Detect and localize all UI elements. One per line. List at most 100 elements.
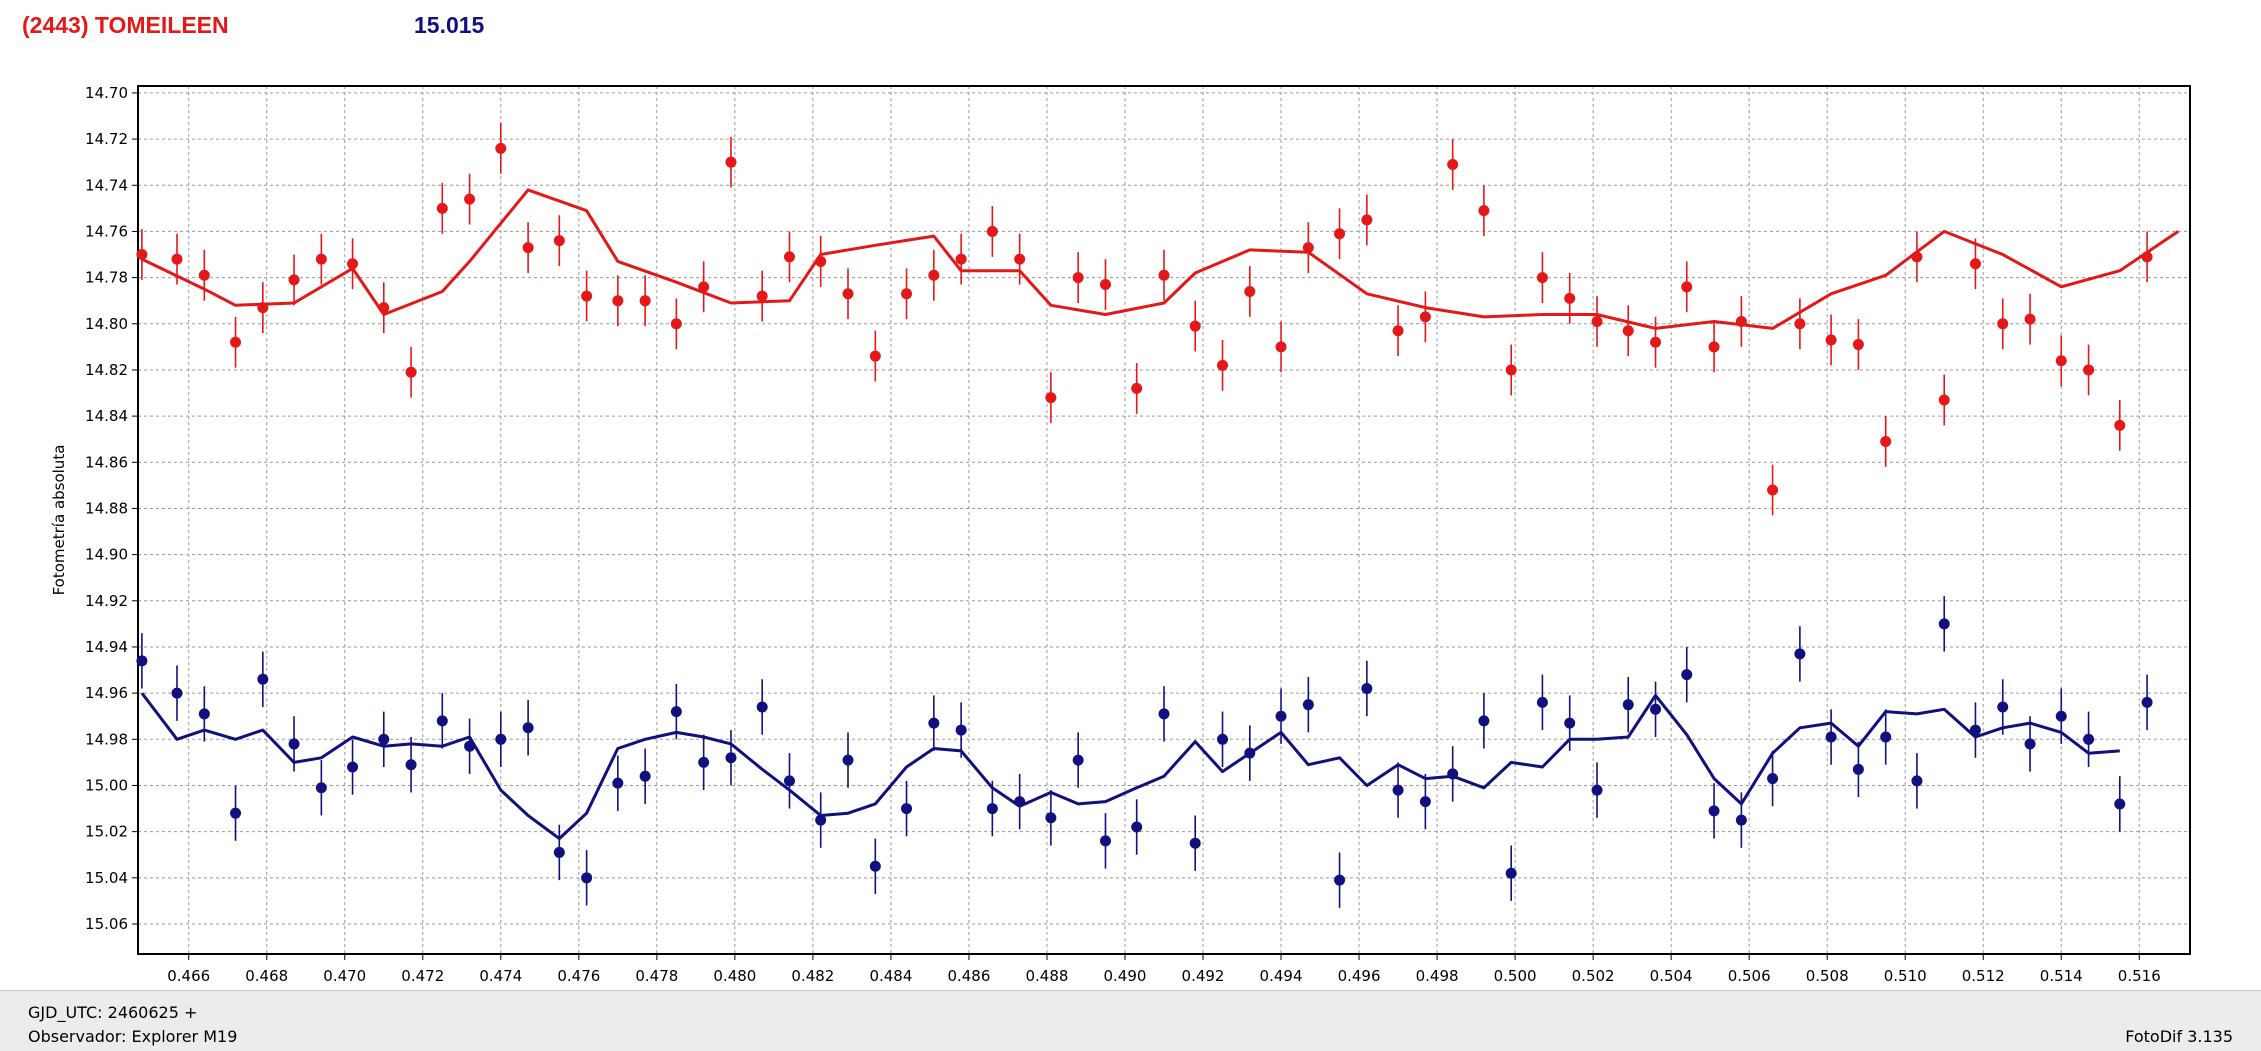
software-label: FotoDif 3.135	[2125, 1027, 2233, 1046]
data-point	[1938, 394, 1950, 406]
data-point	[1735, 814, 1747, 826]
data-point	[1244, 285, 1256, 297]
data-point	[1099, 279, 1111, 291]
data-point	[901, 288, 913, 300]
data-point	[315, 253, 327, 265]
data-point	[1852, 339, 1864, 351]
data-point	[581, 872, 593, 884]
data-point	[1591, 784, 1603, 796]
data-point	[315, 782, 327, 794]
data-point	[522, 242, 534, 254]
y-tick-label: 14.84	[85, 407, 128, 425]
x-tick-label: 0.474	[479, 967, 522, 985]
y-tick-label: 14.88	[85, 499, 128, 517]
data-point	[756, 701, 768, 713]
data-point	[1794, 318, 1806, 330]
series-layer	[136, 122, 2180, 908]
data-point	[815, 814, 827, 826]
status-footer: GJD_UTC: 2460625 + Observador: Explorer …	[0, 990, 2261, 1051]
x-tick-label: 0.476	[557, 967, 600, 985]
data-point	[756, 290, 768, 302]
data-point	[1794, 648, 1806, 660]
data-point	[136, 655, 148, 667]
x-tick-label: 0.494	[1260, 967, 1303, 985]
data-point	[1681, 669, 1693, 681]
data-point	[553, 235, 565, 247]
x-tick-label: 0.470	[323, 967, 366, 985]
data-point	[1708, 805, 1720, 817]
data-point	[1189, 320, 1201, 332]
data-point	[198, 708, 210, 720]
series-2	[136, 596, 2153, 908]
data-point	[698, 281, 710, 293]
data-point	[257, 673, 269, 685]
x-tick-label: 0.490	[1104, 967, 1147, 985]
data-point	[1911, 251, 1923, 263]
data-point	[869, 350, 881, 362]
y-tick-label: 14.86	[85, 453, 128, 471]
y-tick-label: 14.70	[85, 84, 128, 102]
data-point	[842, 288, 854, 300]
data-point	[1302, 242, 1314, 254]
data-point	[1072, 754, 1084, 766]
data-point	[670, 706, 682, 718]
data-point	[1045, 392, 1057, 404]
data-point	[1045, 812, 1057, 824]
data-point	[1419, 311, 1431, 323]
data-point	[464, 193, 476, 205]
x-tick-label: 0.514	[2040, 967, 2083, 985]
data-point	[1275, 710, 1287, 722]
data-point	[347, 761, 359, 773]
data-point	[928, 269, 940, 281]
data-point	[2114, 798, 2126, 810]
data-point	[1650, 703, 1662, 715]
data-point	[698, 756, 710, 768]
data-point	[1244, 747, 1256, 759]
data-point	[1938, 618, 1950, 630]
data-point	[1564, 292, 1576, 304]
data-point	[1852, 763, 1864, 775]
data-point	[1650, 336, 1662, 348]
data-point	[725, 156, 737, 168]
data-point	[2024, 313, 2036, 325]
data-point	[1708, 341, 1720, 353]
data-point	[1158, 708, 1170, 720]
data-point	[1911, 775, 1923, 787]
data-point	[1767, 484, 1779, 496]
x-tick-label: 0.480	[713, 967, 756, 985]
data-point	[955, 253, 967, 265]
y-tick-label: 15.06	[85, 915, 128, 933]
data-point	[230, 807, 242, 819]
x-tick-label: 0.516	[2118, 967, 2161, 985]
data-point	[1447, 768, 1459, 780]
gjd-label: GJD_UTC: 2460625 +	[28, 1003, 198, 1022]
data-point	[1880, 731, 1892, 743]
data-point	[1158, 269, 1170, 281]
data-point	[230, 336, 242, 348]
data-point	[1189, 837, 1201, 849]
data-point	[1825, 334, 1837, 346]
data-point	[1969, 724, 1981, 736]
data-point	[842, 754, 854, 766]
data-point	[783, 775, 795, 787]
data-point	[257, 302, 269, 314]
y-tick-label: 14.92	[85, 592, 128, 610]
x-tick-label: 0.510	[1884, 967, 1927, 985]
data-point	[1969, 258, 1981, 270]
data-point	[198, 269, 210, 281]
data-point	[1014, 796, 1026, 808]
y-tick-label: 14.90	[85, 546, 128, 564]
data-point	[1564, 717, 1576, 729]
x-tick-label: 0.504	[1650, 967, 1693, 985]
data-point	[288, 738, 300, 750]
data-point	[670, 318, 682, 330]
data-point	[1419, 796, 1431, 808]
data-point	[869, 860, 881, 872]
data-point	[1099, 835, 1111, 847]
data-point	[171, 687, 183, 699]
x-tick-label: 0.486	[947, 967, 990, 985]
data-point	[378, 733, 390, 745]
data-point	[901, 803, 913, 815]
x-tick-label: 0.484	[869, 967, 912, 985]
trend-line	[141, 188, 2180, 330]
